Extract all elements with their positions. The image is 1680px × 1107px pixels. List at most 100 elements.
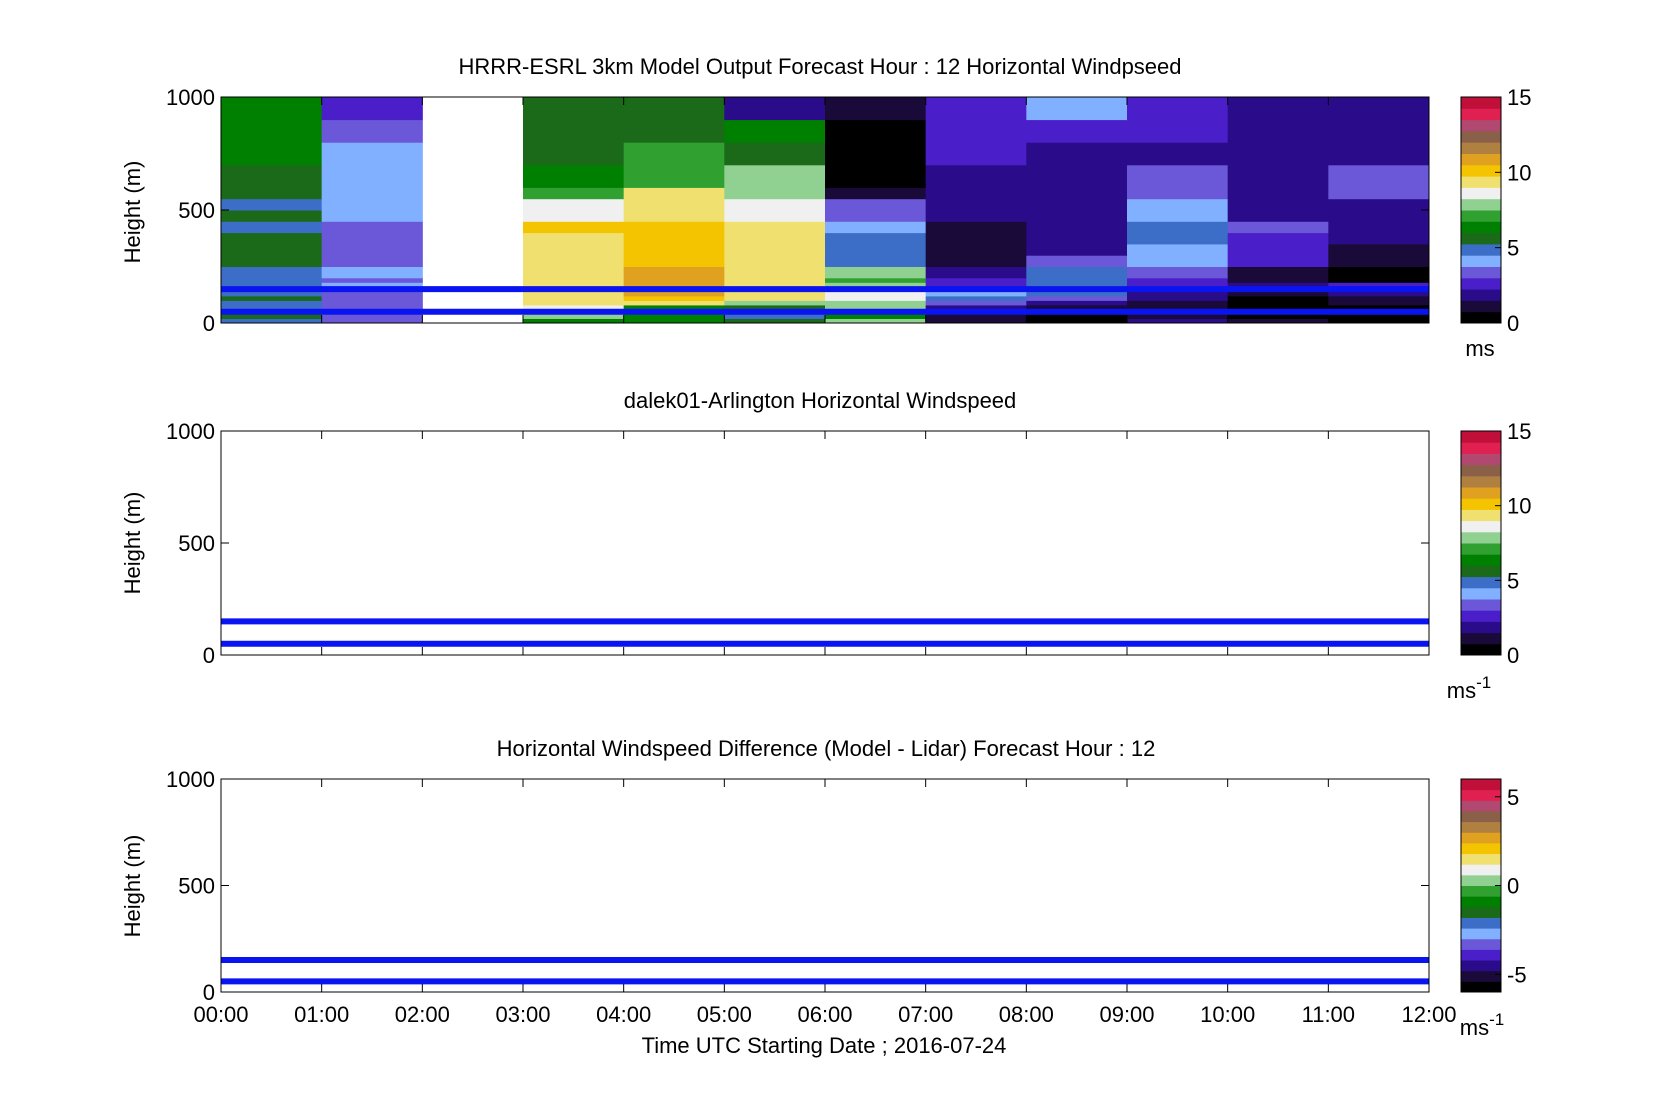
heatmap-cell bbox=[321, 97, 423, 121]
y-ticks: 0 500 1000 bbox=[166, 419, 1429, 668]
colorbar-tick-label: 5 bbox=[1507, 236, 1519, 261]
colorbar-swatch bbox=[1461, 289, 1501, 301]
x-tick-label: 05:00 bbox=[697, 1002, 752, 1027]
colorbar-swatch bbox=[1461, 981, 1501, 993]
heatmap-cell bbox=[321, 304, 423, 310]
heatmap-cell bbox=[825, 221, 927, 234]
y-tick-label: 1000 bbox=[166, 419, 215, 444]
heatmap-cell bbox=[523, 164, 625, 188]
colorbar-swatch bbox=[1461, 187, 1501, 200]
x-tick-label: 10:00 bbox=[1200, 1002, 1255, 1027]
heatmap-cell bbox=[1328, 187, 1430, 200]
heatmap-cell bbox=[221, 119, 323, 143]
heatmap-cell bbox=[825, 142, 927, 166]
x-axis-label: Time UTC Starting Date ; 2016-07-24 bbox=[642, 1033, 1007, 1058]
heatmap-cell bbox=[1127, 291, 1229, 297]
heatmap-cell bbox=[1026, 187, 1128, 200]
colorbar-unit: ms-1 bbox=[1447, 673, 1491, 703]
heatmap-cell bbox=[1127, 243, 1229, 256]
y-axis-label: Height (m) bbox=[120, 161, 145, 264]
panel-model-output: HRRR-ESRL 3km Model Output Forecast Hour… bbox=[120, 54, 1531, 361]
heatmap-cell bbox=[623, 198, 725, 211]
colorbar-tick-label: 0 bbox=[1507, 643, 1519, 668]
heatmap-cell bbox=[825, 243, 927, 256]
heatmap-cell bbox=[1026, 97, 1128, 121]
heatmap-cell bbox=[825, 97, 927, 121]
colorbar-swatch bbox=[1461, 266, 1501, 279]
heatmap-cell bbox=[925, 243, 1027, 256]
heatmap-cell bbox=[1227, 243, 1329, 256]
colorbar-swatch bbox=[1461, 960, 1501, 972]
colorbar-swatch bbox=[1461, 108, 1501, 121]
heatmap-cell bbox=[321, 255, 423, 267]
colorbar-swatch bbox=[1461, 599, 1501, 611]
colorbar-swatch bbox=[1461, 97, 1501, 109]
colorbar-swatch bbox=[1461, 243, 1501, 256]
colorbar-unit-exponent: -1 bbox=[1489, 1010, 1504, 1029]
heatmap-cell bbox=[221, 164, 323, 188]
heatmap-cell bbox=[825, 300, 927, 306]
colorbar-swatch bbox=[1461, 970, 1501, 982]
heatmap-cell bbox=[1227, 266, 1329, 279]
heatmap-cell bbox=[1026, 255, 1128, 267]
colorbar-unit-base: ms bbox=[1460, 1015, 1489, 1040]
heatmap-cell bbox=[724, 282, 826, 288]
colorbar-swatch bbox=[1461, 176, 1501, 188]
colorbar-swatch bbox=[1461, 498, 1501, 510]
heatmap-cell bbox=[221, 210, 323, 222]
heatmap-cell bbox=[1227, 187, 1329, 200]
heatmap-cell bbox=[623, 304, 725, 310]
heatmap-cell bbox=[1127, 282, 1229, 288]
colorbar: 0 5 10 15 bbox=[1460, 419, 1531, 668]
heatmap-cell bbox=[1227, 221, 1329, 234]
heatmap-cell bbox=[724, 119, 826, 143]
y-tick-label: 0 bbox=[203, 980, 215, 1005]
heatmap-cell bbox=[623, 232, 725, 245]
colorbar-swatch bbox=[1461, 949, 1501, 961]
heatmap-cell bbox=[321, 318, 423, 324]
heatmap-cell bbox=[523, 198, 625, 211]
colorbar-tick-label: 15 bbox=[1507, 419, 1531, 444]
panel-title: HRRR-ESRL 3km Model Output Forecast Hour… bbox=[458, 54, 1181, 79]
heatmap-cell bbox=[825, 295, 927, 301]
heatmap-cell bbox=[1127, 255, 1229, 267]
heatmap-cell bbox=[1127, 119, 1229, 143]
heatmap-cell bbox=[623, 164, 725, 188]
colorbar-swatch bbox=[1461, 153, 1501, 166]
heatmap-cell bbox=[1127, 232, 1229, 245]
heatmap-cell bbox=[825, 198, 927, 211]
heatmap-cell bbox=[221, 266, 323, 279]
heatmap-cell bbox=[1328, 243, 1430, 256]
heatmap-cell bbox=[321, 164, 423, 188]
colorbar-swatch bbox=[1461, 800, 1501, 812]
heatmap-cell bbox=[221, 142, 323, 166]
heatmap-cell bbox=[1026, 304, 1128, 310]
heatmap-cell bbox=[1026, 282, 1128, 288]
heatmap-cell bbox=[825, 304, 927, 310]
heatmap-cell bbox=[1026, 243, 1128, 256]
heatmap-cell bbox=[1227, 282, 1329, 288]
colorbar-swatch bbox=[1461, 221, 1501, 234]
heatmap-cell bbox=[925, 119, 1027, 143]
colorbar: 0 5 10 15 bbox=[1460, 85, 1531, 336]
heatmap-cell bbox=[1328, 221, 1430, 234]
heatmap-cell bbox=[925, 313, 1027, 319]
heatmap-cell bbox=[825, 277, 927, 283]
colorbar-swatch bbox=[1461, 789, 1501, 801]
heatmap-cell bbox=[825, 119, 927, 143]
heatmap-cell bbox=[623, 282, 725, 288]
heatmap-cell bbox=[623, 291, 725, 297]
heatmap-cell bbox=[925, 164, 1027, 188]
heatmap-cell bbox=[523, 295, 625, 301]
colorbar-frame bbox=[1460, 430, 1502, 656]
colorbar-swatch bbox=[1461, 896, 1501, 908]
colorbar-swatch bbox=[1461, 885, 1501, 897]
panel-lidar: dalek01-Arlington Horizontal Windspeed H… bbox=[120, 388, 1531, 703]
heatmap-cell bbox=[523, 243, 625, 256]
heatmap-cell bbox=[1026, 164, 1128, 188]
heatmap-cell bbox=[1328, 97, 1430, 121]
colorbar-swatch bbox=[1461, 164, 1501, 177]
colorbar-swatch bbox=[1461, 917, 1501, 929]
heatmap-cell bbox=[724, 142, 826, 166]
y-axis-label: Height (m) bbox=[120, 492, 145, 595]
